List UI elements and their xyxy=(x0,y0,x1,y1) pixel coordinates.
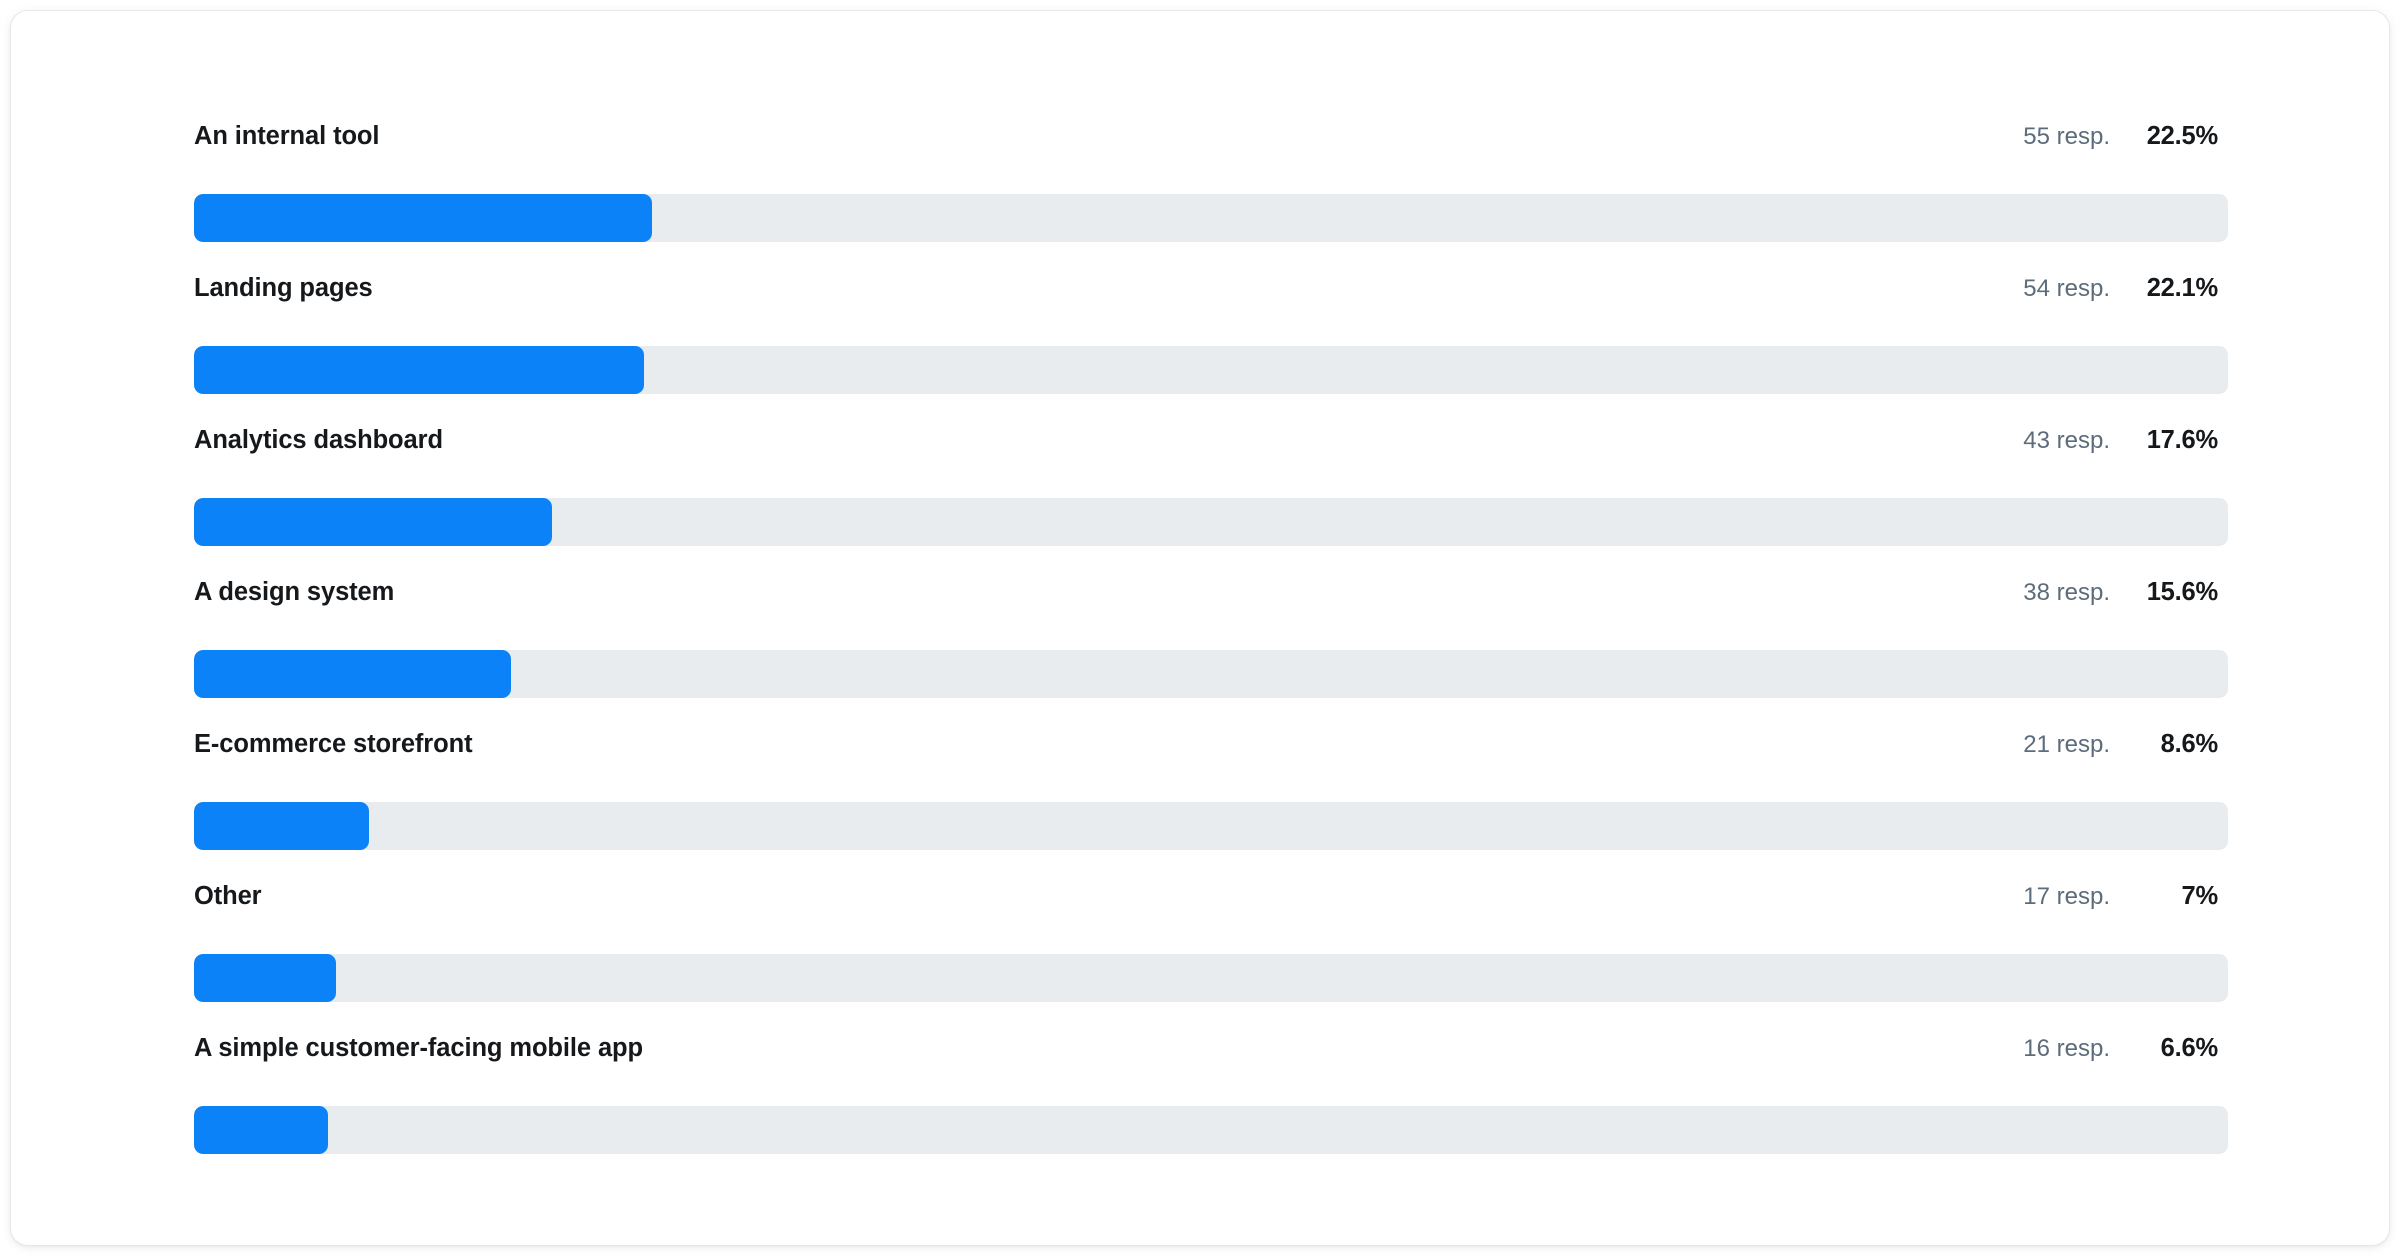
result-row[interactable]: A design system 38 resp. 15.6% xyxy=(184,565,2228,717)
progress-bar-track xyxy=(194,194,2228,242)
result-metrics: 17 resp. 7% xyxy=(2023,884,2218,910)
progress-bar-track xyxy=(194,1106,2228,1154)
result-metrics: 21 resp. 8.6% xyxy=(2023,732,2218,758)
result-row-header: A design system 38 resp. 15.6% xyxy=(184,565,2228,621)
result-metrics: 55 resp. 22.5% xyxy=(2023,124,2218,150)
result-row-header: An internal tool 55 resp. 22.5% xyxy=(184,109,2228,165)
progress-bar-fill xyxy=(194,194,652,242)
progress-bar-fill xyxy=(194,498,552,546)
result-row-header: Analytics dashboard 43 resp. 17.6% xyxy=(184,413,2228,469)
response-count: 17 resp. xyxy=(2023,883,2110,911)
response-count: 43 resp. xyxy=(2023,427,2110,455)
progress-bar-track xyxy=(194,498,2228,546)
result-row[interactable]: E-commerce storefront 21 resp. 8.6% xyxy=(184,717,2228,869)
survey-results-list: An internal tool 55 resp. 22.5% Landing pag… xyxy=(184,109,2228,1173)
result-row-header: A simple customer-facing mobile app 16 re… xyxy=(184,1021,2228,1077)
progress-bar-fill xyxy=(194,650,512,698)
response-count: 38 resp. xyxy=(2023,579,2110,607)
option-label: Landing pages xyxy=(194,274,373,303)
percent-value: 7% xyxy=(2181,882,2219,911)
option-label: Analytics dashboard xyxy=(194,426,443,455)
result-row[interactable]: An internal tool 55 resp. 22.5% xyxy=(184,109,2228,261)
percent-value: 22.5% xyxy=(2146,122,2219,151)
response-count: 16 resp. xyxy=(2023,1035,2110,1063)
result-row[interactable]: Analytics dashboard 43 resp. 17.6% xyxy=(184,413,2228,565)
option-label: E-commerce storefront xyxy=(194,730,473,759)
option-label: A simple customer-facing mobile app xyxy=(194,1034,643,1063)
progress-bar-fill xyxy=(194,1106,329,1154)
response-count: 21 resp. xyxy=(2023,731,2110,759)
result-metrics: 43 resp. 17.6% xyxy=(2023,428,2218,454)
progress-bar-fill xyxy=(194,954,337,1002)
result-row-header: Landing pages 54 resp. 22.1% xyxy=(184,261,2228,317)
result-metrics: 16 resp. 6.6% xyxy=(2023,1036,2218,1062)
percent-value: 15.6% xyxy=(2146,578,2219,607)
progress-bar-track xyxy=(194,650,2228,698)
percent-value: 22.1% xyxy=(2146,274,2219,303)
option-label: A design system xyxy=(194,578,395,607)
percent-value: 8.6% xyxy=(2160,730,2219,759)
result-row[interactable]: Other 17 resp. 7% xyxy=(184,869,2228,1021)
response-count: 55 resp. xyxy=(2023,123,2110,151)
result-row-header: E-commerce storefront 21 resp. 8.6% xyxy=(184,717,2228,773)
progress-bar-track xyxy=(194,346,2228,394)
result-row[interactable]: Landing pages 54 resp. 22.1% xyxy=(184,261,2228,413)
progress-bar-fill xyxy=(194,802,369,850)
percent-value: 6.6% xyxy=(2160,1034,2219,1063)
option-label: Other xyxy=(194,882,262,911)
response-count: 54 resp. xyxy=(2023,275,2110,303)
progress-bar-track xyxy=(194,954,2228,1002)
percent-value: 17.6% xyxy=(2146,426,2219,455)
result-metrics: 38 resp. 15.6% xyxy=(2023,580,2218,606)
progress-bar-track xyxy=(194,802,2228,850)
result-row[interactable]: A simple customer-facing mobile app 16 re… xyxy=(184,1021,2228,1173)
survey-results-card: An internal tool 55 resp. 22.5% Landing pag… xyxy=(10,10,2390,1246)
progress-bar-fill xyxy=(194,346,644,394)
option-label: An internal tool xyxy=(194,122,380,151)
result-metrics: 54 resp. 22.1% xyxy=(2023,276,2218,302)
result-row-header: Other 17 resp. 7% xyxy=(184,869,2228,925)
